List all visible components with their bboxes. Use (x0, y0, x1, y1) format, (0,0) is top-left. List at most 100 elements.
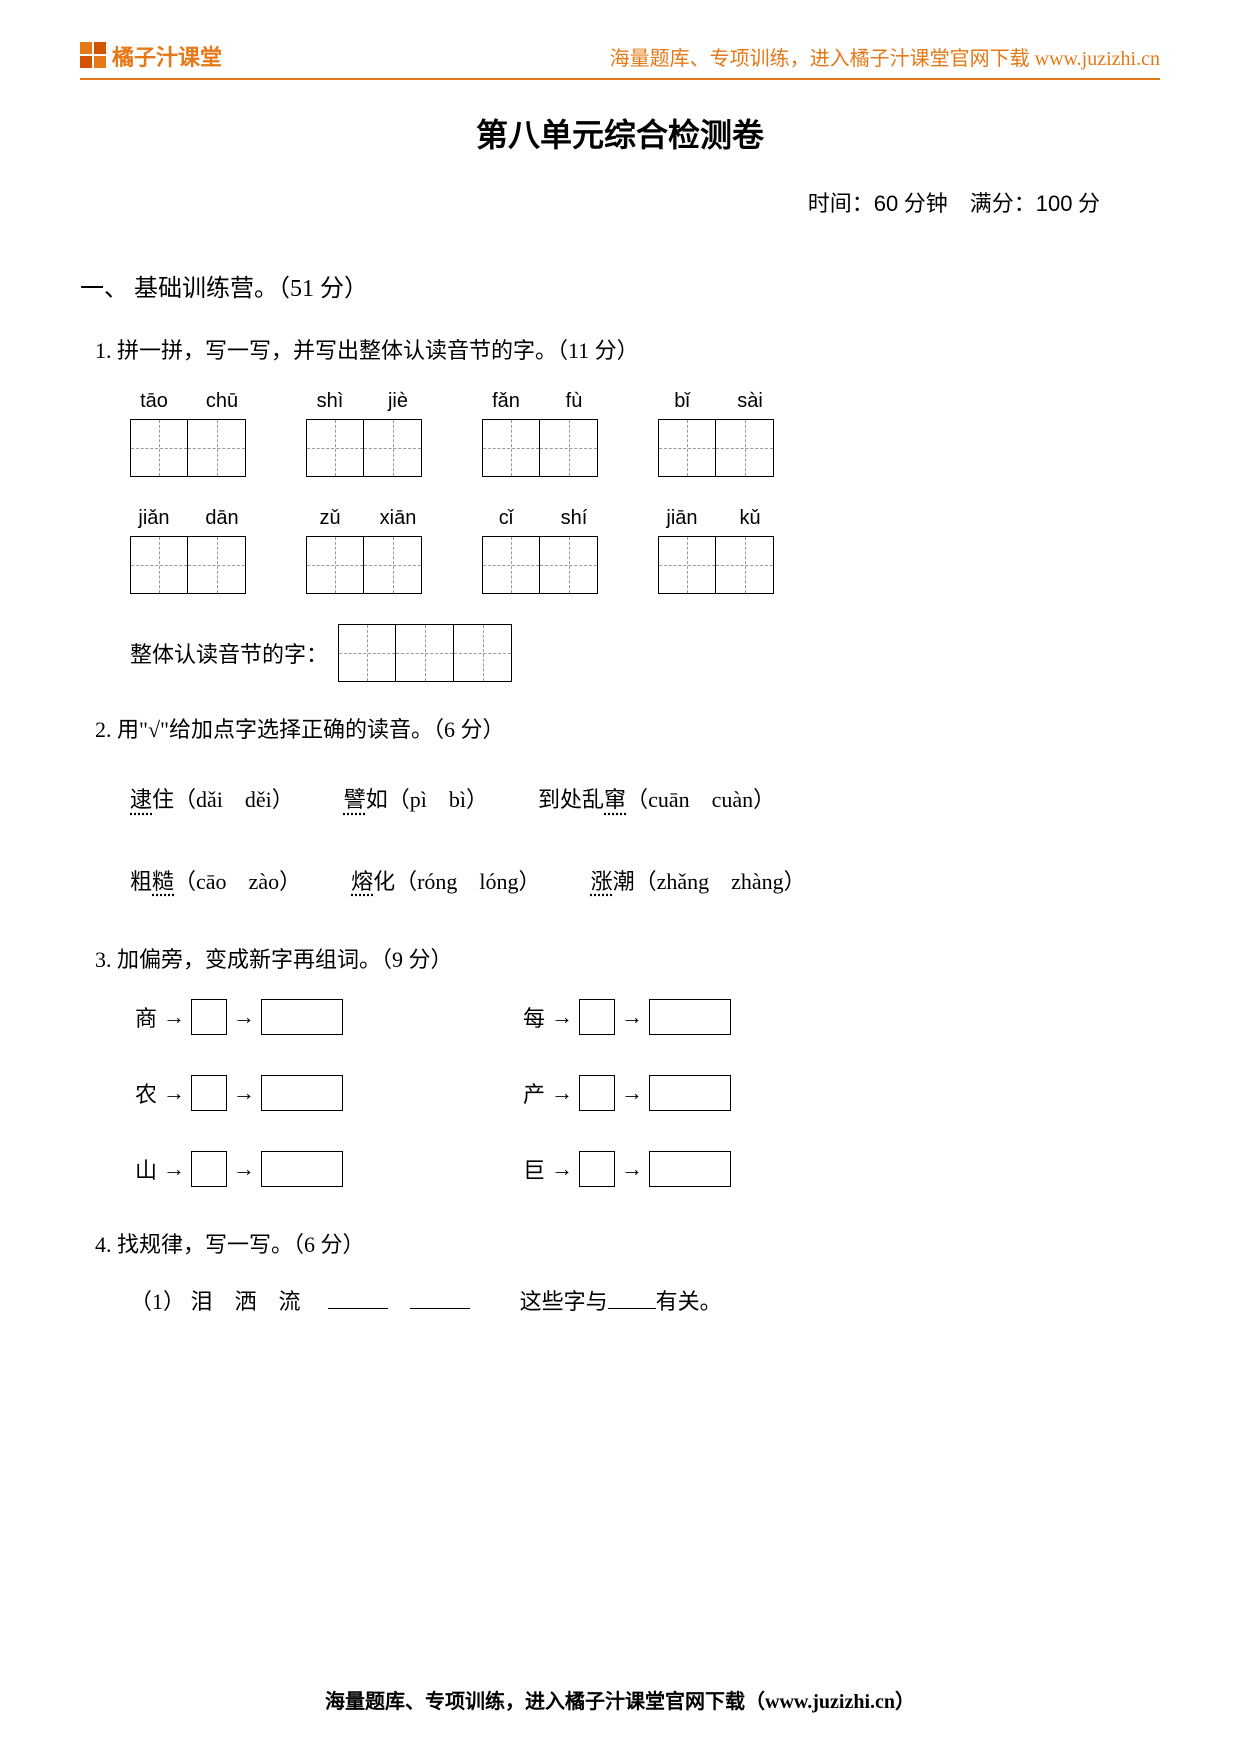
q3-char: 每 (523, 1001, 545, 1033)
arrow-icon: → (233, 1156, 255, 1182)
char-box[interactable] (306, 419, 364, 477)
q1-whole-label: 整体认读音节的字： (130, 637, 328, 669)
pinyin-syllable: fù (550, 390, 598, 413)
small-box[interactable] (579, 999, 615, 1035)
pinyin-item: bǐsài (658, 390, 774, 477)
long-box[interactable] (649, 999, 731, 1035)
pinyin-syllable: jiǎn (130, 507, 178, 530)
small-box[interactable] (191, 1075, 227, 1111)
char-box[interactable] (482, 419, 540, 477)
q3-label: 3. 加偏旁，变成新字再组词。（9 分） (95, 942, 1160, 974)
logo-icon (80, 42, 108, 70)
arrow-icon: → (551, 1156, 573, 1182)
char-box[interactable] (130, 536, 188, 594)
q1-label: 1. 拼一拼，写一写，并写出整体认读音节的字。（11 分） (95, 333, 1160, 365)
arrow-icon: → (163, 1004, 185, 1030)
long-box[interactable] (649, 1075, 731, 1111)
char-box[interactable] (130, 419, 188, 477)
q3-char: 商 (135, 1001, 157, 1033)
q2-item: 譬如（pì bì） (344, 769, 488, 831)
char-box[interactable] (540, 419, 598, 477)
long-box[interactable] (261, 1151, 343, 1187)
q2-items: 逮住（dǎi děi）譬如（pì bì）到处乱窜（cuān cuàn）粗糙（cā… (130, 769, 1160, 912)
char-box[interactable] (716, 536, 774, 594)
dotted-char: 譬 (344, 787, 366, 812)
char-box[interactable] (188, 419, 246, 477)
char-boxes (130, 419, 246, 477)
char-box[interactable] (482, 536, 540, 594)
footer: 海量题库、专项训练，进入橘子汁课堂官网下载（www.juzizhi.cn） (0, 1685, 1240, 1714)
char-box[interactable] (306, 536, 364, 594)
q3-item: 巨→→ (523, 1151, 731, 1187)
char-box[interactable] (364, 536, 422, 594)
char-boxes (658, 419, 774, 477)
pinyin-item: fǎnfù (482, 390, 598, 477)
char-box[interactable] (364, 419, 422, 477)
pinyin-syllable: cǐ (482, 507, 530, 530)
q3-item: 产→→ (523, 1075, 731, 1111)
dotted-char: 糙 (152, 869, 174, 894)
small-box[interactable] (191, 1151, 227, 1187)
q1-whole-row: 整体认读音节的字： (130, 624, 1160, 682)
dotted-char: 逮 (130, 787, 152, 812)
pinyin-syllable: tāo (130, 390, 178, 413)
blank[interactable] (608, 1287, 656, 1309)
time-unit: 分钟 (898, 191, 948, 216)
char-boxes (658, 536, 774, 594)
long-box[interactable] (649, 1151, 731, 1187)
arrow-icon: → (621, 1004, 643, 1030)
pinyin-row: jiǎndānzǔxiāncǐshíjiānkǔ (130, 507, 1160, 594)
q2-item: 到处乱窜（cuān cuàn） (538, 769, 775, 831)
section-1-heading: 一、 基础训练营。（51 分） (80, 268, 1160, 303)
small-box[interactable] (191, 999, 227, 1035)
small-box[interactable] (579, 1075, 615, 1111)
char-box[interactable] (188, 536, 246, 594)
pinyin-item: cǐshí (482, 507, 598, 594)
arrow-icon: → (551, 1080, 573, 1106)
pinyin-syllable: kǔ (726, 507, 774, 530)
char-boxes (306, 536, 422, 594)
long-box[interactable] (261, 999, 343, 1035)
long-box[interactable] (261, 1075, 343, 1111)
pinyin-labels: tāochū (130, 390, 246, 413)
q2-item: 熔化（róng lóng） (351, 851, 540, 913)
char-box[interactable] (338, 624, 396, 682)
char-box[interactable] (396, 624, 454, 682)
pinyin-row: tāochūshìjièfǎnfùbǐsài (130, 390, 1160, 477)
arrow-icon: → (551, 1004, 573, 1030)
arrow-icon: → (163, 1080, 185, 1106)
pinyin-item: tāochū (130, 390, 246, 477)
pinyin-syllable: shí (550, 507, 598, 530)
small-box[interactable] (579, 1151, 615, 1187)
q4-line1-mid: 这些字与 (520, 1289, 608, 1314)
score-value: 100 (1036, 191, 1073, 216)
header-link: 海量题库、专项训练，进入橘子汁课堂官网下载 www.juzizhi.cn (610, 42, 1160, 71)
q2-item: 粗糙（cāo zào） (130, 851, 301, 913)
q1-whole-boxes (338, 624, 512, 682)
q3-char: 山 (135, 1153, 157, 1185)
char-box[interactable] (454, 624, 512, 682)
pinyin-labels: jiānkǔ (658, 507, 774, 530)
pinyin-syllable: bǐ (658, 390, 706, 413)
blank[interactable] (410, 1287, 470, 1309)
page-title: 第八单元综合检测卷 (80, 110, 1160, 156)
blank[interactable] (328, 1287, 388, 1309)
char-box[interactable] (658, 536, 716, 594)
pinyin-labels: cǐshí (482, 507, 598, 530)
q2-item: 涨潮（zhǎng zhàng） (591, 851, 806, 913)
q4-line1-num: （1） (130, 1289, 185, 1314)
page: 橘子汁课堂 海量题库、专项训练，进入橘子汁课堂官网下载 www.juzizhi.… (0, 0, 1240, 1754)
q3-char: 巨 (523, 1153, 545, 1185)
q3-item: 每→→ (523, 999, 731, 1035)
q2-line: 粗糙（cāo zào） 熔化（róng lóng） 涨潮（zhǎng zhàng） (130, 851, 1160, 913)
q3-char: 产 (523, 1077, 545, 1109)
pinyin-labels: fǎnfù (482, 390, 598, 413)
pinyin-item: jiānkǔ (658, 507, 774, 594)
logo: 橘子汁课堂 (80, 40, 222, 72)
q3-row: 农→→产→→ (135, 1075, 1160, 1111)
char-box[interactable] (540, 536, 598, 594)
pinyin-syllable: jiān (658, 507, 706, 530)
char-box[interactable] (716, 419, 774, 477)
q3-char: 农 (135, 1077, 157, 1109)
char-box[interactable] (658, 419, 716, 477)
